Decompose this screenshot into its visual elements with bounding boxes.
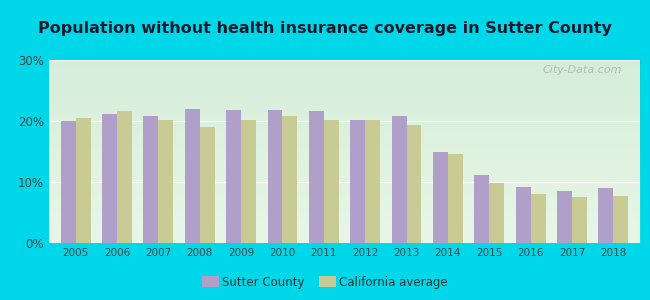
Text: City-Data.com: City-Data.com xyxy=(543,65,623,76)
Bar xyxy=(324,120,339,243)
Bar xyxy=(309,111,324,243)
Bar xyxy=(530,194,545,243)
Bar xyxy=(392,116,406,243)
Bar xyxy=(102,114,117,243)
Bar xyxy=(226,110,241,243)
Bar xyxy=(159,120,174,243)
Bar xyxy=(60,121,75,243)
Bar xyxy=(572,197,587,243)
Bar xyxy=(557,191,572,243)
Bar xyxy=(365,120,380,243)
Bar xyxy=(489,183,504,243)
Bar xyxy=(515,187,530,243)
Bar xyxy=(614,196,629,243)
Bar xyxy=(433,152,448,243)
Bar xyxy=(241,120,256,243)
Bar xyxy=(448,154,463,243)
Bar xyxy=(599,188,614,243)
Bar xyxy=(75,118,90,243)
Bar xyxy=(144,116,159,243)
Bar xyxy=(117,111,132,243)
Bar xyxy=(406,125,421,243)
Bar xyxy=(200,127,214,243)
Bar xyxy=(474,175,489,243)
Bar xyxy=(185,109,200,243)
Bar xyxy=(283,116,297,243)
Bar xyxy=(268,110,283,243)
Legend: Sutter County, California average: Sutter County, California average xyxy=(198,272,452,294)
Text: Population without health insurance coverage in Sutter County: Population without health insurance cove… xyxy=(38,21,612,36)
Bar xyxy=(350,120,365,243)
